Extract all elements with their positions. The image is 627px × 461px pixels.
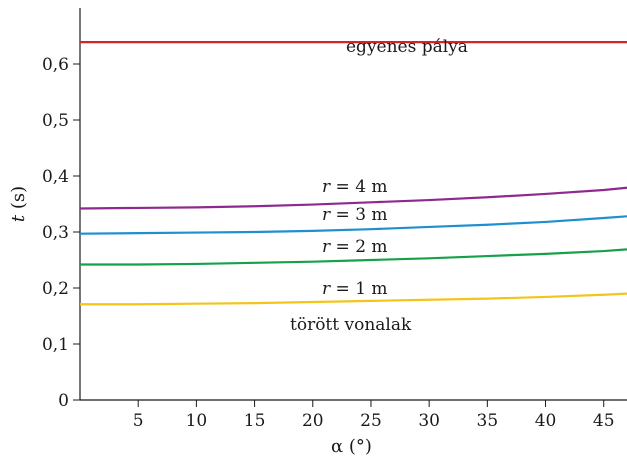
y-tick-label: 0,6 [42, 55, 69, 75]
annotation-r2: r = 2 m [322, 237, 388, 257]
x-tick-label: 40 [535, 411, 557, 431]
x-axis-title: α (°) [331, 436, 372, 457]
annotation-part: r [322, 177, 331, 197]
series-line-4 [80, 292, 627, 306]
series-line-3 [80, 248, 627, 266]
y-axis-unit: (s) [8, 186, 29, 215]
y-tick-label: 0,2 [42, 279, 69, 299]
annotation-part: = 3 m [330, 205, 387, 225]
annotation-straight: egyenes pálya [346, 37, 468, 57]
annotation-broken: törött vonalak [290, 315, 412, 335]
annotation-part: = 1 m [330, 279, 387, 299]
annotation-r4: r = 4 m [322, 177, 388, 197]
x-tick-label: 25 [360, 411, 382, 431]
x-tick-label: 45 [593, 411, 615, 431]
annotation-part: = 2 m [330, 237, 387, 257]
y-tick-label: 0,4 [42, 167, 69, 187]
axes: 0 0,1 0,2 0,3 0,4 0,5 0,6 5 10 15 20 25 30 35 40 45 [42, 8, 627, 431]
y-axis-symbol: t [8, 214, 29, 222]
annotation-part: = 4 m [330, 177, 387, 197]
annotation-part: r [322, 205, 331, 225]
x-tick-label: 30 [418, 411, 440, 431]
annotation-part: egyenes pálya [346, 37, 468, 57]
x-tick-label: 15 [244, 411, 266, 431]
y-tick-label: 0,3 [42, 223, 69, 243]
y-tick-label: 0,5 [42, 111, 69, 131]
y-tick-label: 0,1 [42, 335, 69, 355]
y-tick-label: 0 [58, 391, 69, 411]
annotation-r3: r = 3 m [322, 205, 388, 225]
annotation-part: r [322, 237, 331, 257]
y-axis-title: t (s) [8, 186, 29, 222]
x-tick-label: 35 [477, 411, 499, 431]
x-tick-label: 5 [133, 411, 144, 431]
series-line-1 [79, 186, 627, 210]
annotation-part: r [322, 279, 331, 299]
annotation-r1: r = 1 m [322, 279, 388, 299]
x-tick-label: 10 [186, 411, 208, 431]
x-tick-label: 20 [302, 411, 324, 431]
annotation-part: törött vonalak [290, 315, 412, 335]
series-line-2 [79, 215, 627, 235]
series-layer [79, 41, 627, 306]
